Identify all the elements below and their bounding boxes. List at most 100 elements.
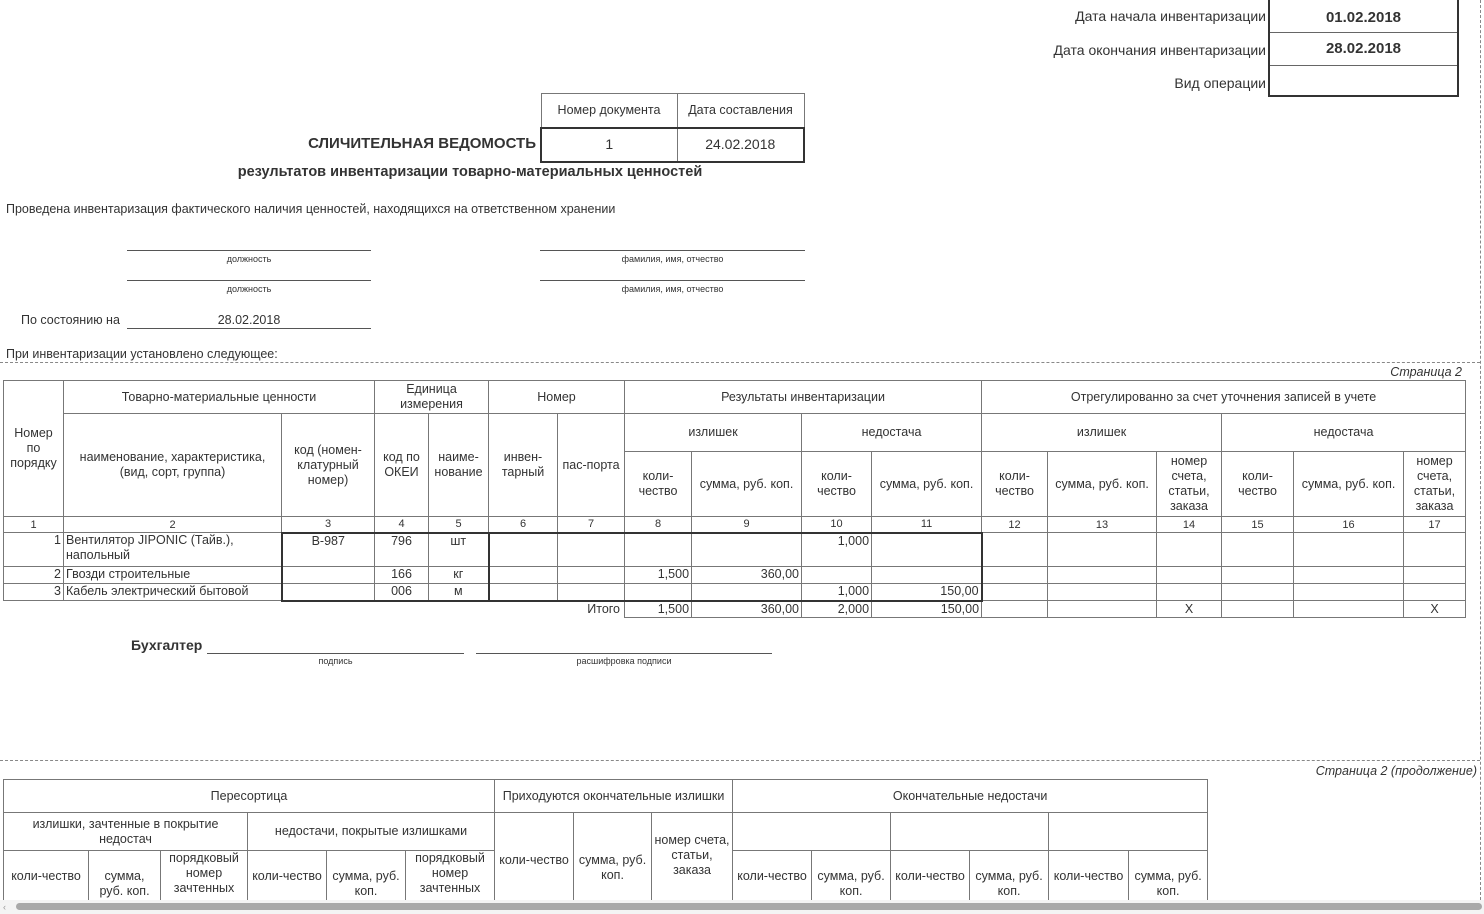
item-inv — [488, 583, 558, 602]
shortage-sum — [871, 531, 983, 567]
col-passport-header: пас-порта — [556, 413, 626, 517]
results-surplus-header: излишек — [624, 413, 803, 452]
item-okei: 006 — [374, 583, 429, 602]
item-okei: 166 — [374, 566, 429, 584]
item-code: В-987 — [280, 531, 375, 567]
item-name: Кабель электрический бытовой — [63, 583, 282, 601]
surplus-qty — [624, 531, 693, 567]
final-shortage-sum-header: сумма, руб. коп. — [969, 850, 1050, 900]
item-unit: кг — [428, 566, 490, 584]
shortage-qty — [801, 566, 873, 584]
surplus-sum — [691, 531, 803, 567]
item-passport — [556, 583, 626, 602]
item-name: Гвозди строительные — [63, 566, 282, 584]
col-adjusted-header: Отрегулированно за счет уточнения записе… — [981, 380, 1467, 414]
col-number: 12 — [981, 516, 1049, 533]
col-15-header: коли-чество — [1221, 451, 1295, 517]
final-shortage-sum-header: сумма, руб. коп. — [811, 850, 892, 900]
adjusted-surplus-header: излишек — [981, 413, 1223, 452]
col-17-header: номер счета, статьи, заказа — [1403, 451, 1467, 517]
doc-number-box: Номер документа Дата составления 1 24.02… — [540, 93, 805, 163]
position-caption-1: должность — [226, 254, 272, 264]
item-unit: шт — [428, 531, 490, 567]
shortage-sum: 150,00 — [871, 583, 983, 602]
decoding-caption: расшифровка подписи — [576, 656, 672, 666]
col-number: 5 — [428, 516, 489, 533]
item-code — [280, 566, 375, 584]
offset-seq-header: порядковый номер зачтенных — [160, 850, 248, 900]
col-number: 3 — [281, 516, 375, 533]
fio-caption-2: фамилия, имя, отчество — [621, 284, 724, 294]
total-col-14: X — [1156, 600, 1223, 618]
col-inv-header: инвен-тарный — [488, 413, 558, 517]
final-surplus-qty-header: коли-чество — [494, 812, 575, 900]
col-12-header: коли-чество — [981, 451, 1049, 517]
col-number: 11 — [871, 516, 983, 533]
dates-box: 01.02.2018 28.02.2018 — [1268, 0, 1459, 97]
accountant-signature-line — [207, 653, 464, 654]
continuation-table: Пересортица Приходуются окончательные из… — [2, 779, 1209, 900]
column-numbers-row: 1 2 3 4 5 6 7 8 9 10 11 12 13 14 15 16 1… — [3, 516, 1467, 533]
col-results-header: Результаты инвентаризации — [624, 380, 983, 414]
operation-type-value — [1270, 66, 1457, 95]
item-name: Вентилятор JIPONIC (Тайв.), напольный — [63, 532, 282, 567]
col-number: 10 — [801, 516, 873, 533]
col-9-header: сумма, руб. коп. — [691, 451, 803, 517]
accountant-decoding-line — [476, 653, 772, 654]
signature-caption: подпись — [318, 656, 353, 666]
total-row: Итого 1,500 360,00 2,000 150,00 X X — [4, 600, 1467, 618]
as-of-value: 28.02.2018 — [127, 313, 371, 329]
final-shortage-qty-header: коли-чество — [1048, 850, 1130, 900]
shortage-sum — [871, 566, 983, 584]
final-shortage-qty-header: коли-чество — [732, 850, 813, 900]
col-npp-header: Номер по порядку — [3, 380, 64, 517]
col-okei-header: код по ОКЕИ — [374, 413, 429, 517]
scrollbar-thumb[interactable] — [16, 903, 1482, 910]
document-title: СЛИЧИТЕЛЬНАЯ ВЕДОМОСТЬ — [308, 135, 536, 152]
table-row: 2 Гвозди строительные 166 кг 1,500 360,0… — [3, 566, 1467, 584]
table-row: 1 Вентилятор JIPONIC (Тайв.), напольный … — [3, 531, 1467, 567]
row-number: 3 — [3, 583, 64, 601]
col-number: 17 — [1403, 516, 1467, 533]
continuation-table-viewport: Пересортица Приходуются окончательные из… — [0, 778, 1220, 900]
col-13-header: сумма, руб. коп. — [1047, 451, 1158, 517]
doc-number-value: 1 — [540, 126, 678, 163]
col-unit-name-header: наиме-нование — [428, 413, 489, 517]
final-shortage-header: Окончательные недостачи — [732, 779, 1209, 813]
adjusted-shortage-header: недостача — [1221, 413, 1467, 452]
established-text: При инвентаризации установлено следующее… — [6, 347, 278, 361]
shortage-qty: 1,000 — [801, 583, 873, 602]
col-unit-header: Единица измерения — [374, 380, 489, 414]
offset-qty-header: коли-чество — [3, 850, 89, 900]
col-number: 8 — [624, 516, 693, 533]
position-line-1 — [127, 250, 371, 251]
total-col-17: X — [1403, 600, 1467, 618]
document-subtitle: результатов инвентаризации товарно-матер… — [237, 164, 703, 180]
col-code-header: код (номен-клатурный номер) — [281, 413, 375, 517]
start-date-label: Дата начала инвентаризации — [1075, 8, 1266, 24]
col-number: 7 — [556, 516, 626, 533]
item-inv — [488, 531, 558, 567]
final-surplus-account-header: номер счета, статьи, заказа — [651, 812, 734, 900]
total-surplus-sum: 360,00 — [691, 600, 803, 618]
scroll-left-arrow-icon[interactable]: ‹ — [3, 902, 6, 912]
offset-sum-header: сумма, руб. коп. — [88, 850, 161, 900]
col-14-header: номер счета, статьи, заказа — [1156, 451, 1223, 517]
page-border-right — [1480, 0, 1481, 900]
col-number: 15 — [1221, 516, 1295, 533]
final-shortage-sum-header: сумма, руб. коп. — [1128, 850, 1209, 900]
accountant-label: Бухгалтер — [131, 637, 203, 653]
item-okei: 796 — [374, 531, 429, 567]
col-number: 9 — [691, 516, 803, 533]
col-number: 2 — [63, 516, 282, 533]
page-break — [0, 362, 1480, 363]
doc-number-header: Номер документа — [540, 93, 678, 128]
end-date-value: 28.02.2018 — [1270, 33, 1457, 66]
col-16-header: сумма, руб. коп. — [1293, 451, 1405, 517]
intro-text: Проведена инвентаризация фактического на… — [6, 202, 616, 216]
start-date-value: 01.02.2018 — [1270, 0, 1457, 33]
horizontal-scrollbar[interactable]: ‹ — [0, 900, 1484, 914]
col-11-header: сумма, руб. коп. — [871, 451, 983, 517]
row-number: 1 — [3, 532, 64, 567]
col-number: 4 — [374, 516, 429, 533]
